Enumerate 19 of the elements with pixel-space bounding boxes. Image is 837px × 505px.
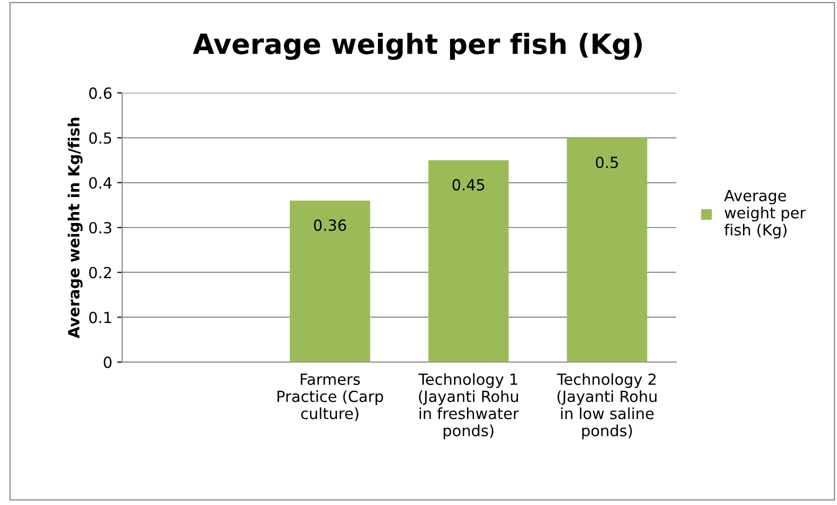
data-label: 0.5 [596,156,618,168]
data-label: 0.36 [314,219,346,231]
y-tick-label: 0.6 [89,87,112,99]
y-tick-label: 0.1 [89,312,112,324]
x-tick-label: Technology 1 (Jayanti Rohu in freshwater ponds) [418,373,519,440]
y-tick-label: 0.5 [89,132,112,144]
bar [566,138,648,362]
bar [290,200,370,362]
data-label: 0.45 [452,179,484,191]
y-tick-label: 0.4 [89,177,112,189]
bar [428,160,509,362]
x-tick-label: Technology 2 (Jayanti Rohu in low saline ponds) [556,373,656,440]
y-axis-title: Average weight in Kg/fish [68,118,83,338]
y-tick-label: 0.2 [89,266,111,278]
chart-title: Average weight per fish (Kg) [192,32,642,60]
y-tick-label: 0 [104,356,112,368]
legend-label: Average weight per fish (Kg) [724,190,806,239]
x-tick-label: Farmers Practice (Carp culture) [278,374,384,422]
y-tick-label: 0.3 [89,222,112,234]
